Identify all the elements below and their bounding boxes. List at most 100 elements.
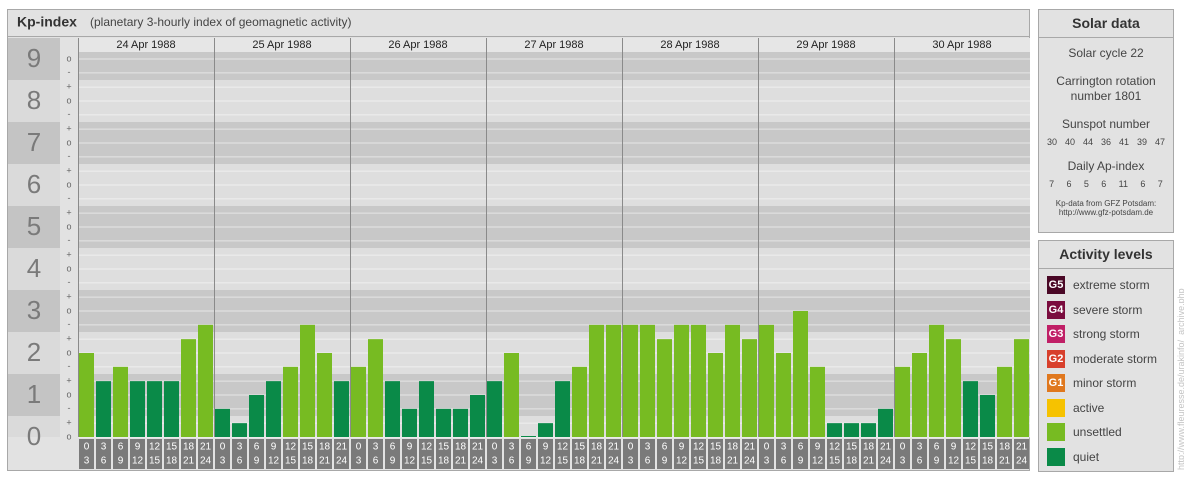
minor-tick-label: + <box>66 124 71 134</box>
x-tick-label: 3 <box>628 456 634 467</box>
hour-cell <box>674 439 689 469</box>
hour-cell <box>844 439 859 469</box>
minor-tick-label: + <box>66 166 71 176</box>
x-tick-label: 21 <box>200 442 212 453</box>
legend-code: G3 <box>1048 328 1064 341</box>
x-tick-label: 3 <box>764 456 770 467</box>
bar <box>572 366 587 437</box>
legend-label: quiet <box>1073 449 1100 464</box>
x-tick-label: 9 <box>798 456 804 467</box>
panel-title: Activity levels <box>1039 241 1173 269</box>
sunspot-row: 30 40 44 36 41 39 47 <box>1039 137 1173 147</box>
date-label: 25 Apr 1988 <box>252 39 311 51</box>
minor-tick-label: o <box>66 263 71 273</box>
x-tick-label: 3 <box>781 442 787 453</box>
x-tick-label: 9 <box>407 442 413 453</box>
x-tick-label: 18 <box>438 456 450 467</box>
legend-label: strong storm <box>1073 327 1140 342</box>
sunspot-value: 40 <box>1064 137 1075 147</box>
x-tick-label: 12 <box>829 442 841 453</box>
x-tick-label: 9 <box>526 456 532 467</box>
x-tick-label: 3 <box>356 456 362 467</box>
x-tick-label: 3 <box>373 442 379 453</box>
hour-cell <box>946 439 961 469</box>
band-label-cell <box>8 80 60 122</box>
legend-code: G2 <box>1048 352 1064 365</box>
x-tick-label: 18 <box>302 456 314 467</box>
x-tick-label: 3 <box>84 456 90 467</box>
legend-swatch: G3 <box>1047 325 1065 344</box>
date-row <box>78 38 1030 52</box>
levels-list: G5 extreme storm G4 severe storm G3 strong st… <box>1039 269 1173 469</box>
x-tick-label: 15 <box>421 456 433 467</box>
legend-item: unsettled <box>1039 420 1173 445</box>
sunspot-title: Sunspot number <box>1061 117 1151 131</box>
minor-tick-column <box>60 38 78 437</box>
hour-cell <box>266 439 281 469</box>
legend-item: G3 strong storm <box>1039 322 1173 347</box>
x-tick-label: 24 <box>880 456 892 467</box>
minor-tick-label: + <box>66 250 71 260</box>
x-tick-label: 15 <box>829 456 841 467</box>
x-tick-label: 3 <box>917 442 923 453</box>
date-label: 26 Apr 1988 <box>388 39 447 51</box>
source-url[interactable]: http://www.gfz-potsdam.de <box>1058 208 1154 217</box>
legend-swatch: G4 <box>1047 300 1065 319</box>
x-tick-label: 21 <box>608 442 620 453</box>
bar <box>912 353 927 437</box>
x-tick-label: 15 <box>982 442 994 453</box>
x-tick-label: 9 <box>951 442 957 453</box>
legend-item: G4 severe storm <box>1039 298 1173 323</box>
minor-tick-label: + <box>66 208 71 218</box>
legend-label: unsettled <box>1073 425 1122 440</box>
x-tick-label: 6 <box>645 456 651 467</box>
solar-data-panel: Solar data Solar cycle 22 Carrington rot… <box>1038 9 1174 233</box>
hour-cell <box>232 439 247 469</box>
legend-swatch: G2 <box>1047 349 1065 368</box>
x-tick-label: 9 <box>815 442 821 453</box>
band-label-cell <box>8 332 60 374</box>
y-tick-label: 5 <box>27 211 41 241</box>
legend-swatch <box>1047 423 1065 442</box>
hour-cell <box>436 439 451 469</box>
x-tick-label: 12 <box>557 442 569 453</box>
date-label: 28 Apr 1988 <box>660 39 719 51</box>
hour-cell <box>181 439 196 469</box>
x-tick-label: 0 <box>356 442 362 453</box>
minor-tick-label: o <box>66 179 71 189</box>
bar <box>861 423 876 437</box>
hour-cell <box>572 439 587 469</box>
bar <box>96 381 111 437</box>
x-tick-label: 0 <box>84 442 90 453</box>
x-tick-label: 0 <box>220 442 226 453</box>
legend-label: minor storm <box>1073 376 1137 391</box>
x-tick-label: 12 <box>421 442 433 453</box>
x-tick-label: 24 <box>336 456 348 467</box>
x-tick-label: 0 <box>492 442 498 453</box>
x-tick-label: 6 <box>373 456 379 467</box>
activity-levels-panel: Activity levels G5 extreme storm G4 severe … <box>1038 240 1174 472</box>
hour-cell <box>827 439 842 469</box>
x-tick-label: 18 <box>846 456 858 467</box>
x-tick-label: 6 <box>509 456 515 467</box>
x-tick-label: 18 <box>166 456 178 467</box>
bar <box>300 324 315 437</box>
x-tick-label: 3 <box>101 442 107 453</box>
x-tick-label: 21 <box>727 456 739 467</box>
hour-cell <box>283 439 298 469</box>
hour-cell <box>385 439 400 469</box>
hour-cell <box>929 439 944 469</box>
bar <box>147 381 162 437</box>
x-tick-label: 21 <box>880 442 892 453</box>
y-tick-label: 3 <box>27 295 41 325</box>
bar <box>470 395 485 437</box>
x-tick-label: 9 <box>271 442 277 453</box>
x-tick-label: 21 <box>455 456 467 467</box>
minor-tick-label: + <box>66 376 71 386</box>
y-tick-label: 9 <box>27 43 41 73</box>
legend-code: G4 <box>1048 303 1064 316</box>
bar <box>334 381 349 437</box>
hour-cell <box>487 439 502 469</box>
x-tick-label: 15 <box>710 442 722 453</box>
bar <box>198 324 213 437</box>
